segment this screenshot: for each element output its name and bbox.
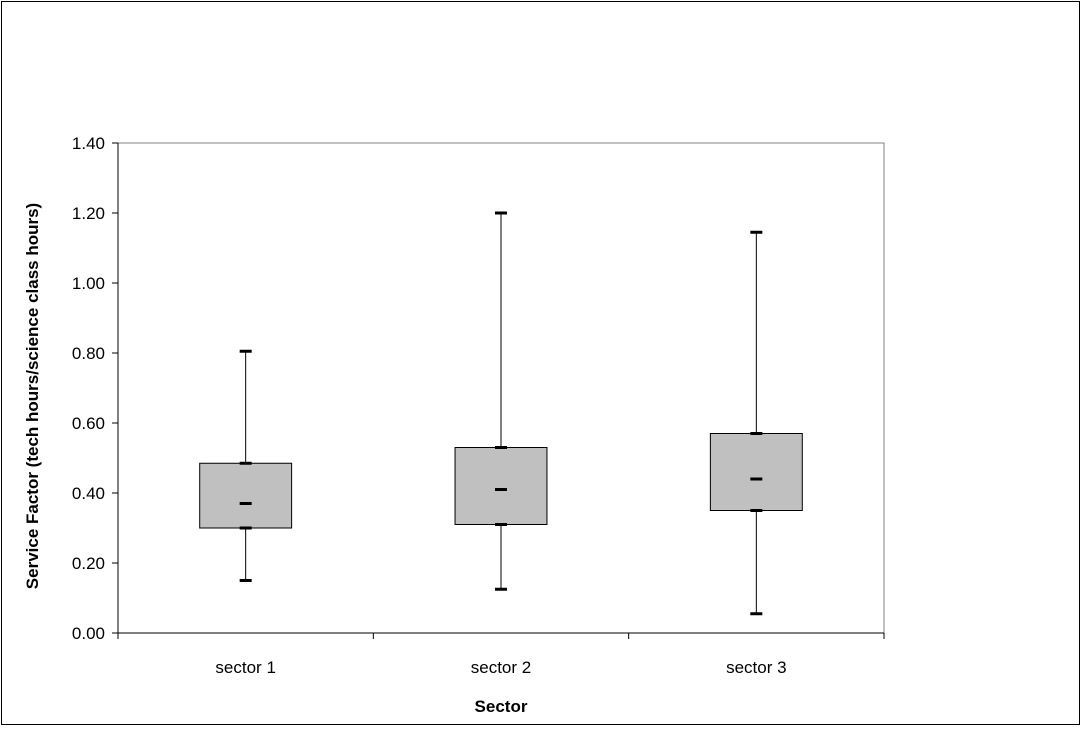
y-tick-label: 0.00 [72,624,105,643]
y-tick-label: 1.40 [72,134,105,153]
y-tick-label: 0.60 [72,414,105,433]
plot-area: 0.00 0.20 0.40 0.60 0.80 1.00 1.20 1.40 sector 1… [72,134,885,677]
y-tick-label: 1.20 [72,204,105,223]
y-tick-label: 0.80 [72,344,105,363]
iqr-box [454,447,548,525]
y-tick-label: 0.20 [72,554,105,573]
x-category-label: sector 3 [726,658,786,677]
y-tick-label: 1.00 [72,274,105,293]
x-axis-title: Sector [475,697,528,716]
iqr-box [199,462,293,529]
x-category-label: sector 2 [471,658,531,677]
y-axis-title: Service Factor (tech hours/science class… [23,203,42,589]
y-tick-label: 0.40 [72,484,105,503]
x-category-label: sector 1 [215,658,275,677]
iqr-box [709,433,803,511]
